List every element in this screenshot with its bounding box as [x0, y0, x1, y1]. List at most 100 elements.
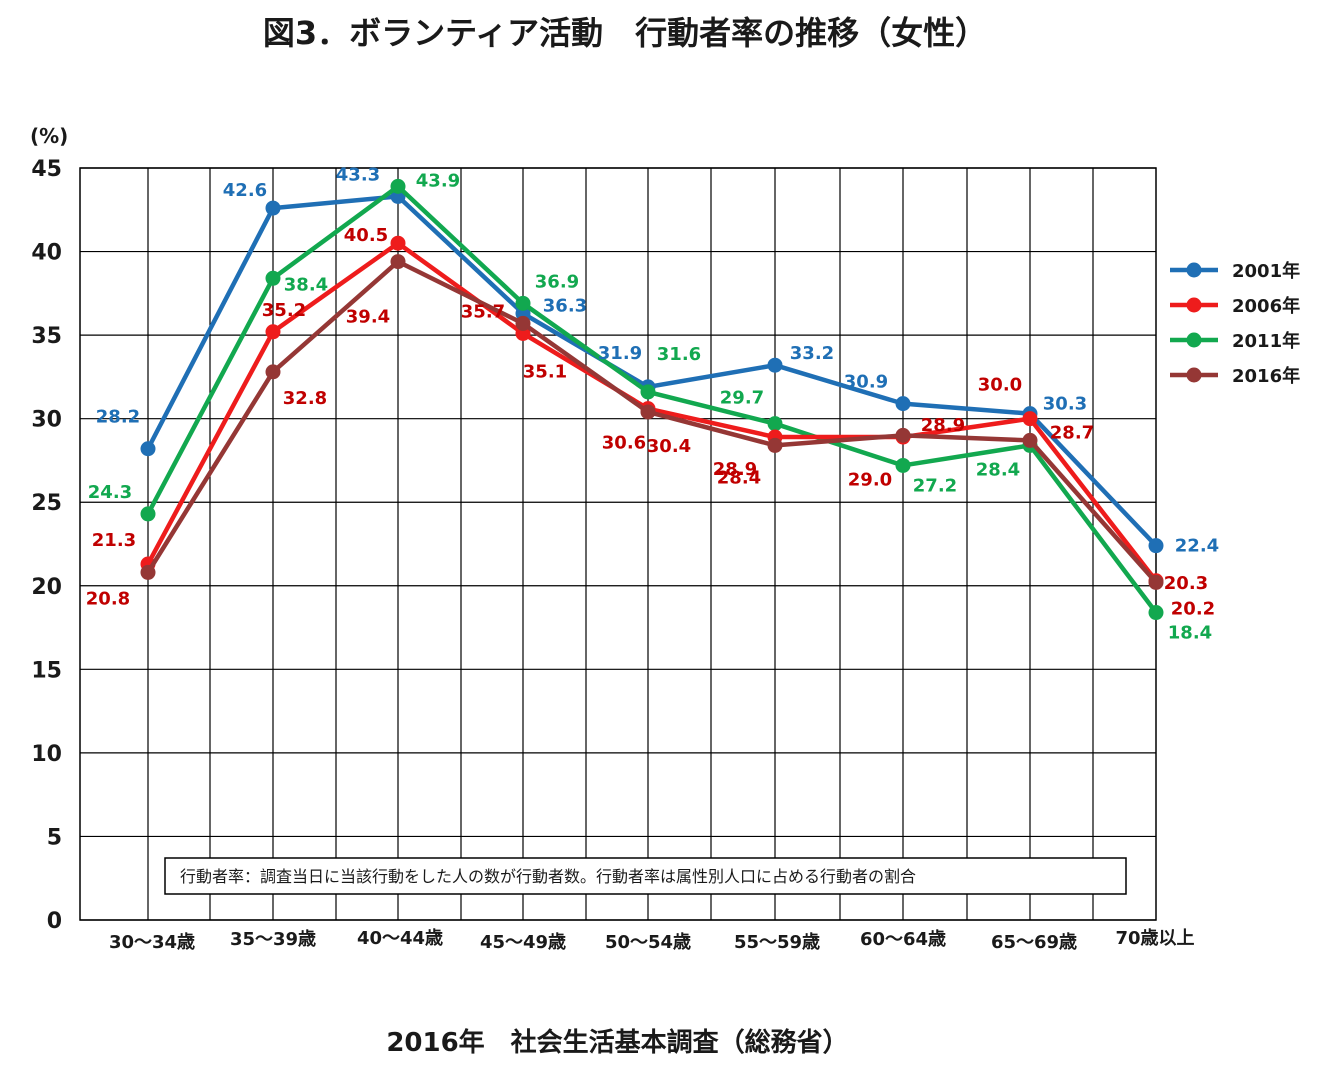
data-label: 43.9	[416, 170, 460, 191]
plot-area	[79, 167, 1157, 921]
data-label: 29.0	[848, 469, 892, 490]
legend-marker	[1186, 332, 1202, 348]
data-point	[265, 324, 281, 340]
y-tick-label: 15	[31, 658, 62, 683]
data-point	[390, 235, 406, 251]
data-point	[1148, 605, 1164, 621]
data-point	[895, 457, 911, 473]
data-point	[640, 404, 656, 420]
data-point	[390, 178, 406, 194]
chart-title: 図3．ボランティア活動 行動者率の推移（女性）	[262, 14, 988, 52]
data-label: 30.6	[602, 433, 646, 454]
data-label: 40.5	[344, 225, 388, 246]
y-tick-label: 25	[31, 491, 62, 516]
data-label: 27.2	[913, 475, 957, 496]
data-point	[265, 200, 281, 216]
data-label: 24.3	[88, 482, 132, 503]
data-point	[1148, 538, 1164, 554]
data-label: 31.6	[657, 344, 701, 365]
y-tick-label: 35	[31, 324, 62, 349]
data-label: 38.4	[284, 274, 328, 295]
y-tick-label: 45	[31, 157, 62, 182]
data-label: 39.4	[346, 307, 390, 328]
data-label: 30.4	[647, 436, 691, 457]
data-label: 28.4	[976, 459, 1020, 480]
data-point	[515, 315, 531, 331]
y-tick-label: 20	[31, 575, 62, 600]
y-tick-label: 40	[31, 241, 62, 266]
data-label: 20.3	[1164, 573, 1208, 594]
data-point	[140, 506, 156, 522]
data-label: 29.7	[720, 388, 764, 409]
data-label: 36.3	[543, 295, 587, 316]
data-label: 42.6	[223, 180, 267, 201]
x-tick-label: 50～54歳	[605, 932, 691, 953]
data-point	[767, 416, 783, 432]
data-point	[1022, 432, 1038, 448]
y-axis-ticks: 0 5 10 15 20 25 30 35 40 45	[31, 157, 62, 934]
data-point	[895, 427, 911, 443]
data-label: 20.8	[86, 588, 130, 609]
data-label: 30.0	[978, 375, 1022, 396]
data-label: 28.4	[717, 467, 761, 488]
legend: 2001年 2006年 2011年 2016年	[1170, 260, 1300, 387]
x-tick-label: 65～69歳	[991, 932, 1077, 953]
data-point	[140, 564, 156, 580]
data-label: 28.9	[921, 415, 965, 436]
data-point	[515, 295, 531, 311]
x-tick-label: 40～44歳	[357, 928, 443, 949]
legend-label: 2011年	[1232, 330, 1300, 352]
x-tick-label: 30～34歳	[109, 932, 195, 953]
data-label: 20.2	[1171, 598, 1215, 619]
data-point	[640, 384, 656, 400]
source-caption: 2016年 社会生活基本調査（総務省）	[386, 1028, 849, 1058]
data-label: 28.2	[96, 407, 140, 428]
data-point	[390, 254, 406, 270]
legend-marker	[1186, 297, 1202, 313]
legend-marker	[1186, 262, 1202, 278]
data-label: 36.9	[535, 271, 579, 292]
series-group	[140, 178, 1164, 621]
y-tick-label: 30	[31, 408, 62, 433]
legend-label: 2016年	[1232, 365, 1300, 387]
data-label: 35.1	[523, 361, 567, 382]
data-point	[767, 437, 783, 453]
legend-label: 2001年	[1232, 260, 1300, 282]
data-label: 22.4	[1175, 536, 1219, 557]
note-text: 行動者率：調査当日に当該行動をした人の数が行動者数。行動者率は属性別人口に占める…	[180, 867, 916, 886]
data-point	[895, 396, 911, 412]
legend-marker	[1186, 367, 1202, 383]
data-label: 21.3	[92, 530, 136, 551]
grid	[79, 167, 1157, 921]
data-label: 31.9	[598, 343, 642, 364]
data-label: 28.9	[713, 459, 757, 480]
data-point	[1148, 574, 1164, 590]
data-point	[265, 270, 281, 286]
x-tick-label: 60～64歳	[860, 929, 946, 950]
x-tick-label: 45～49歳	[480, 932, 566, 953]
data-point	[140, 441, 156, 457]
y-tick-label: 5	[47, 825, 62, 850]
data-labels: 28.2 42.6 43.3 36.3 31.9 33.2 30.9 30.3 22.4 21.3…	[86, 164, 1219, 643]
data-label: 32.8	[283, 388, 327, 409]
data-label: 33.2	[790, 343, 834, 364]
data-point	[767, 357, 783, 373]
data-label: 28.7	[1050, 422, 1094, 443]
y-tick-label: 10	[31, 742, 62, 767]
legend-label: 2006年	[1232, 295, 1300, 317]
x-tick-label: 70歳以上	[1115, 928, 1194, 949]
data-label: 35.7	[461, 301, 505, 322]
data-point	[1022, 411, 1038, 427]
x-axis-ticks: 30～34歳 35～39歳 40～44歳 45～49歳 50～54歳 55～59歳 60～6…	[109, 928, 1195, 953]
data-label: 30.9	[844, 372, 888, 393]
note-box: 行動者率：調査当日に当該行動をした人の数が行動者数。行動者率は属性別人口に占める…	[164, 857, 1127, 895]
x-tick-label: 55～59歳	[734, 932, 820, 953]
x-tick-label: 35～39歳	[230, 929, 316, 950]
y-tick-label: 0	[47, 909, 62, 934]
data-label: 43.3	[336, 164, 380, 185]
data-label: 18.4	[1168, 623, 1212, 644]
y-axis-unit: (%)	[30, 124, 68, 148]
data-label: 30.3	[1043, 394, 1087, 415]
data-label: 35.2	[262, 300, 306, 321]
